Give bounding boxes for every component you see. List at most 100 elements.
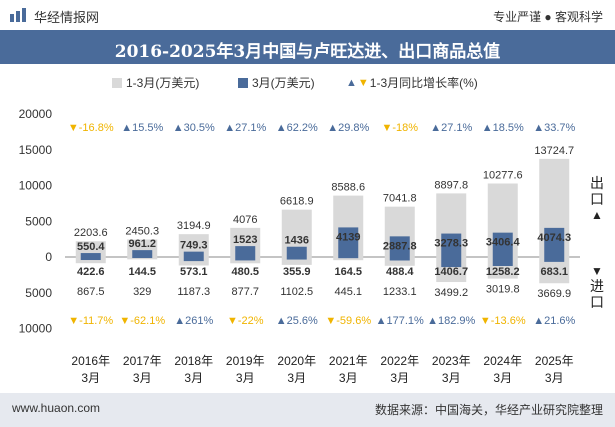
label-import-month: 1258.2	[486, 266, 520, 278]
legend: 1-3月(万美元) 3月(万美元) ▲ ▼ 1-3月同比增长率(%)	[0, 74, 615, 94]
bar-import-month	[80, 257, 101, 261]
label-import-total: 1102.5	[280, 286, 313, 298]
label-export-total: 4076	[233, 214, 257, 226]
y-tick-label: 0	[45, 250, 52, 264]
footer-source: 数据来源：中国海关，华经产业研究院整理	[374, 403, 603, 417]
brand-name: 华经情报网	[34, 10, 100, 25]
footer-website: www.huaon.com	[12, 401, 101, 415]
export-side-label: 出口	[590, 175, 604, 207]
bar-import-total	[75, 257, 106, 264]
label-export-total: 7041.8	[383, 193, 417, 205]
legend-item-growth: ▲ ▼ 1-3月同比增长率(%)	[346, 74, 478, 91]
bar-import-total	[384, 257, 415, 266]
logo-icon	[10, 8, 26, 22]
label-export-total: 8588.6	[331, 182, 365, 194]
title-band	[0, 30, 615, 64]
label-import-month: 144.5	[128, 266, 156, 278]
label-import-month: 1406.7	[434, 266, 468, 278]
bar-import-month	[441, 257, 462, 268]
growth-import-label: ▲261%	[174, 315, 213, 327]
bar-export-month	[235, 246, 256, 257]
bar-import-month	[132, 257, 153, 259]
x-tick-label-month: 3月	[493, 371, 512, 385]
bar-import-total	[178, 257, 209, 266]
label-export-total: 10277.6	[483, 170, 523, 182]
growth-export-label: ▲27.1%	[430, 122, 472, 134]
label-export-month: 550.4	[77, 241, 105, 253]
growth-export-label: ▼-18%	[381, 122, 418, 134]
growth-import-label: ▲182.9%	[427, 315, 475, 327]
x-tick-label-month: 3月	[133, 371, 152, 385]
growth-import-label: ▲177.1%	[376, 315, 424, 327]
label-export-month: 1436	[285, 235, 309, 247]
x-tick-label-year: 2020年	[277, 354, 316, 368]
label-import-total: 3019.8	[486, 284, 520, 296]
bar-import-month	[338, 257, 359, 259]
bar-import-month	[544, 257, 565, 262]
growth-import-label: ▼-22%	[227, 315, 264, 327]
growth-import-label: ▲21.6%	[533, 315, 575, 327]
footer-band	[0, 393, 615, 427]
x-tick-label-month: 3月	[390, 371, 409, 385]
legend-label-total: 1-3月(万美元)	[126, 76, 200, 90]
x-tick-label-month: 3月	[184, 371, 203, 385]
label-export-month: 3278.3	[434, 238, 468, 250]
growth-export-label: ▲30.5%	[173, 122, 215, 134]
bar-export-month	[132, 250, 153, 257]
chart-title: 2016-2025年3月中国与卢旺达进、出口商品总值	[114, 42, 501, 62]
label-import-total: 1233.1	[383, 286, 417, 298]
label-export-month: 4074.3	[537, 232, 571, 244]
y-tick-label: 5000	[25, 214, 52, 228]
bar-import-month	[492, 257, 513, 266]
legend-swatch-month	[238, 77, 248, 88]
growth-export-label: ▲15.5%	[121, 122, 163, 134]
growth-import-label: ▼-62.1%	[119, 315, 165, 327]
label-import-total: 445.1	[334, 286, 362, 298]
x-tick-label-year: 2025年	[535, 354, 574, 368]
label-import-total: 1187.3	[177, 286, 210, 298]
y-tick-label: 10000	[19, 179, 53, 193]
x-tick-label-year: 2018年	[174, 354, 213, 368]
x-tick-label-month: 3月	[236, 371, 255, 385]
label-export-month: 2887.8	[383, 240, 417, 252]
label-import-month: 683.1	[540, 266, 568, 278]
bar-export-month	[441, 233, 462, 257]
bar-export-month	[286, 246, 307, 257]
import-arrow-icon: ▼	[591, 264, 603, 278]
x-tick-label-year: 2019年	[226, 354, 265, 368]
label-export-total: 6618.9	[280, 196, 314, 208]
bar-export-month	[389, 236, 410, 257]
y-tick-label: 10000	[19, 322, 53, 336]
label-import-month: 573.1	[180, 266, 208, 278]
x-tick-label-month: 3月	[545, 371, 564, 385]
label-import-month: 355.9	[283, 266, 311, 278]
bar-chart: 20000 15000 10000 5000 0 5000 10000 2203.6 550.4…	[19, 107, 580, 385]
label-import-month: 164.5	[334, 266, 362, 278]
x-tick-label-month: 3月	[287, 371, 306, 385]
x-tick-label-year: 2024年	[483, 354, 522, 368]
label-import-month: 422.6	[77, 266, 105, 278]
bar-import-month	[389, 257, 410, 261]
label-import-month: 480.5	[231, 266, 259, 278]
legend-label-growth: 1-3月同比增长率(%)	[369, 76, 478, 90]
label-export-month: 1523	[233, 234, 257, 246]
bar-export-total	[178, 234, 209, 257]
bar-export-month	[544, 227, 565, 257]
bar-import-month	[183, 257, 204, 262]
x-tick-label-year: 2017年	[123, 354, 162, 368]
x-tick-label-year: 2021年	[329, 354, 368, 368]
y-tick-label: 15000	[19, 143, 53, 157]
legend-swatch-total	[112, 77, 122, 88]
bar-export-total	[75, 241, 106, 257]
growth-export-label: ▲33.7%	[533, 122, 575, 134]
legend-down-icon: ▼	[357, 76, 369, 89]
growth-import-label: ▼-11.7%	[68, 315, 113, 327]
growth-export-label: ▲62.2%	[276, 122, 318, 134]
growth-import-label: ▼-59.6%	[325, 315, 371, 327]
growth-export-label: ▲27.1%	[224, 122, 266, 134]
growth-export-label: ▲29.8%	[327, 122, 369, 134]
legend-item-total: 1-3月(万美元)	[112, 74, 199, 91]
export-arrow-icon: ▲	[591, 208, 603, 222]
label-export-total: 2450.3	[125, 225, 159, 237]
label-import-total: 877.7	[231, 286, 259, 298]
